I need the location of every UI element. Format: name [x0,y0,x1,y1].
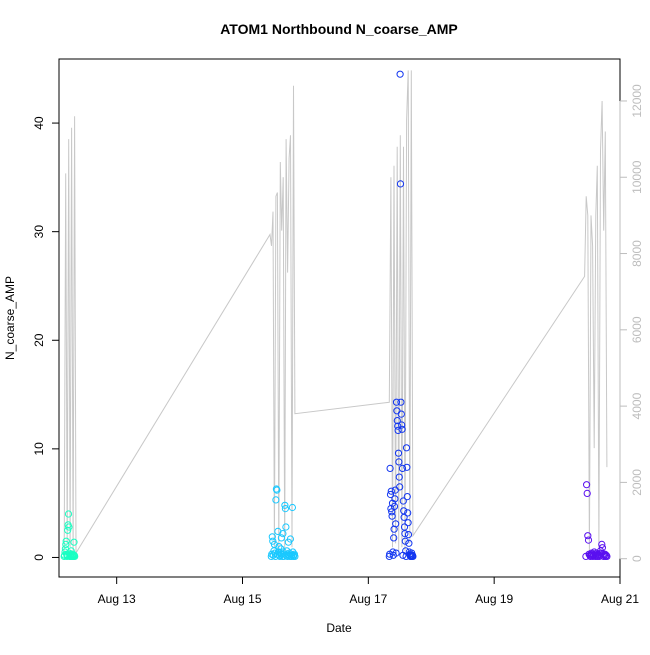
data-point [403,463,411,471]
data-point [404,509,412,517]
data-point [584,532,592,540]
y-axis-label: N_coarse_AMP [3,276,17,360]
data-point [272,496,280,504]
data-point [281,505,289,513]
data-point [286,535,294,543]
data-point [396,483,404,491]
x-tick-label: Aug 21 [601,592,639,606]
y-tick-label: 20 [32,333,46,347]
data-point [268,533,276,541]
data-point [398,464,407,472]
data-point [404,531,413,539]
data-point [395,458,403,466]
x-axis-label: Date [326,621,352,635]
data-point [71,552,79,561]
y2-tick-label: 0 [630,555,644,562]
data-point [404,519,412,527]
x-tick-label: Aug 13 [98,592,136,606]
y-axis-right: 0 2000 4000 6000 8000 10000 12000 [619,84,644,562]
data-points [60,70,611,561]
y2-tick-label: 8000 [630,240,644,267]
data-point [603,552,611,561]
data-point [288,503,296,512]
data-point [395,473,403,481]
data-point [390,534,398,542]
y2-tick-label: 4000 [630,392,644,419]
data-point [70,538,78,546]
data-point [279,530,287,538]
data-point [386,490,395,499]
x-tick-label: Aug 19 [475,592,513,606]
data-point [399,497,407,505]
data-point [392,549,400,557]
data-point [64,510,73,518]
data-point [65,523,73,531]
data-point [400,513,408,521]
data-point [598,540,606,549]
data-point [402,444,411,452]
x-tick-label: Aug 15 [223,592,261,606]
data-point [401,530,409,538]
data-point [390,502,399,510]
data-point [270,540,278,549]
data-point [388,508,396,516]
data-point [275,543,283,551]
x-tick-label: Aug 17 [349,592,387,606]
x-axis: Aug 13 Aug 15 Aug 17 Aug 19 Aug 21 [98,576,639,606]
data-point [277,534,285,542]
data-point [583,489,591,497]
data-point [584,536,593,544]
y-tick-label: 0 [32,554,46,561]
data-point [394,426,402,434]
data-point [388,512,396,520]
data-point [396,180,405,188]
data-point [282,523,290,531]
y2-tick-label: 2000 [630,469,644,496]
data-point [398,425,406,433]
data-point [291,552,299,561]
y2-tick-label: 6000 [630,316,644,343]
data-point [387,487,395,495]
y-tick-label: 10 [32,442,46,456]
data-point [403,493,411,501]
secondary-series-line [63,70,608,555]
data-point [64,526,72,534]
data-point [386,464,394,472]
y-tick-label: 40 [32,116,46,130]
secondary-series [63,70,608,555]
data-point [392,520,400,528]
data-point [389,548,397,556]
data-point [62,537,70,545]
data-point [405,539,413,547]
data-point [289,548,297,556]
data-point [396,70,404,78]
data-point [409,552,417,561]
data-point [62,540,70,549]
data-point [397,398,405,406]
data-point [391,495,399,503]
data-point [392,398,401,406]
y2-tick-label: 12000 [630,84,644,118]
data-point [394,449,403,457]
y-axis-left: 0 10 20 30 40 [32,116,60,561]
data-point [401,537,409,545]
data-point [273,486,281,494]
y-tick-label: 30 [32,225,46,239]
data-point [393,417,401,425]
chart-title: ATOM1 Northbound N_coarse_AMP [220,21,458,37]
y2-tick-label: 10000 [630,160,644,194]
plot-frame [58,58,621,578]
data-point [397,410,405,418]
data-point [281,501,289,509]
data-point [583,481,591,489]
data-point [398,421,406,429]
